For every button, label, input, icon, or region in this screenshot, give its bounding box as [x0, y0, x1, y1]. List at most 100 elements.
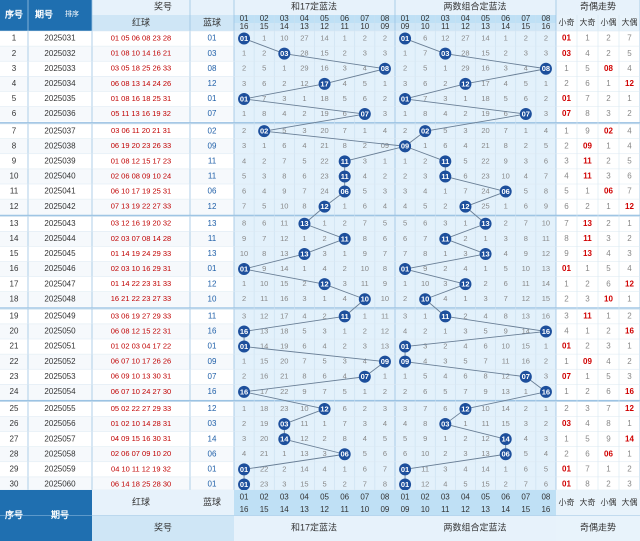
sum17-missing-value: 2: [383, 94, 387, 103]
row-red-balls: 02 06 08 09 10 24: [111, 171, 171, 180]
pair-hit-ball: [439, 47, 452, 60]
parity-missing-value: 6: [606, 387, 611, 396]
sum17-missing-value: 3: [322, 249, 326, 258]
row-stripe: [0, 76, 234, 92]
sum17-trend-line: [264, 113, 365, 132]
footer-sum17-top: 02: [260, 492, 269, 501]
parity-missing-value: 4: [627, 264, 632, 273]
sum17-col-top: 02: [260, 14, 269, 23]
sum17-missing-value: 2: [363, 34, 367, 43]
pair-missing-value: 3: [544, 49, 548, 58]
pair-missing-value: 14: [481, 464, 489, 473]
row-issue: 2025055: [44, 404, 76, 413]
pair-trend-line: [404, 83, 466, 100]
sum17-hit-number: 11: [341, 312, 349, 321]
sum17-missing-value: 6: [383, 234, 387, 243]
sum17-hit-ball: [238, 478, 251, 491]
sum17-missing-value: 13: [280, 249, 288, 258]
pair-missing-value: 6: [504, 109, 508, 118]
sum17-missing-value: 7: [282, 156, 286, 165]
sum17-missing-value: 6: [302, 171, 306, 180]
sum17-missing-value: 8: [383, 479, 387, 488]
sum17-missing-value: 10: [240, 249, 248, 258]
row-blue-ball: 11: [208, 311, 217, 320]
sum17-missing-value: 3: [242, 141, 246, 150]
sum17-col-bottom: 11: [341, 22, 350, 31]
sum17-missing-value: 7: [383, 464, 387, 473]
sum17-missing-value: 7: [322, 387, 326, 396]
footer-pair-bottom: 12: [461, 505, 470, 514]
row-red-balls: 03 06 11 20 21 31: [111, 126, 171, 135]
sum17-trend-line: [264, 130, 406, 147]
sum17-missing-value: 1: [343, 249, 347, 258]
pair-hit-number: 11: [441, 157, 449, 166]
footer-parity-col: 大偶: [622, 497, 638, 507]
row-issue: 2025037: [44, 126, 76, 135]
pair-missing-value: 5: [403, 434, 407, 443]
sum17-missing-value: 8: [282, 171, 286, 180]
sum17-hit-number: 09: [381, 357, 389, 366]
pair-missing-value: 9: [423, 264, 427, 273]
sum17-missing-value: 09: [381, 141, 389, 150]
parity-missing-value: 3: [564, 311, 569, 320]
row-red-balls: 06 07 10 17 26 26: [111, 357, 171, 366]
pair-missing-value: 5: [463, 156, 467, 165]
footer-pair-top: 07: [521, 492, 530, 501]
pair-trend-line: [404, 453, 506, 470]
pair-missing-value: 5: [524, 79, 528, 88]
pair-hit-ball: [399, 92, 412, 105]
sum17-missing-value: 1: [322, 419, 326, 428]
pair-missing-value: 9: [524, 249, 528, 258]
sum17-missing-value: 2: [322, 434, 326, 443]
sum17-hit-ball: [338, 155, 351, 168]
sum17-col-top: 05: [320, 14, 329, 23]
sum17-missing-value: 4: [343, 294, 347, 303]
pair-hit-ball: [399, 355, 412, 368]
pair-missing-value: 7: [423, 404, 427, 413]
pair-missing-value: 3: [544, 434, 548, 443]
sum17-missing-value: 1: [322, 294, 326, 303]
footer-sum17-top: 07: [360, 492, 369, 501]
parity-hit-value: 10: [604, 294, 613, 303]
footer-pair-top: 06: [501, 492, 510, 501]
sum17-trend-line: [243, 268, 325, 285]
header-redblue-bg: [92, 15, 234, 31]
sum17-missing-value: 6: [282, 141, 286, 150]
parity-missing-value: 2: [606, 34, 611, 43]
sum17-col-top: 03: [280, 14, 289, 23]
group-separator: [0, 307, 640, 310]
sum17-missing-value: 23: [280, 404, 288, 413]
sum17-missing-value: 2: [383, 171, 387, 180]
sum17-missing-value: 18: [260, 404, 268, 413]
sum17-missing-value: 1: [282, 64, 286, 73]
row-seq: 13: [10, 219, 19, 228]
sum17-trend-line: [324, 283, 365, 300]
sum17-missing-value: 4: [322, 264, 326, 273]
footer-sum17-top: 03: [280, 492, 289, 501]
row-issue: 2025060: [44, 480, 76, 489]
pair-missing-value: 4: [463, 464, 467, 473]
pair-missing-value: 6: [524, 94, 528, 103]
sum17-missing-value: 1: [383, 372, 387, 381]
pair-missing-value: 12: [441, 34, 449, 43]
sum17-missing-value: 3: [282, 479, 286, 488]
sum17-missing-value: 5: [302, 326, 306, 335]
row-red-balls: 06 08 13 14 24 26: [111, 79, 171, 88]
parity-missing-value: 2: [627, 464, 632, 473]
pair-missing-value: 1: [403, 156, 407, 165]
header-red: 红球: [132, 16, 150, 27]
pair-missing-value: 2: [463, 109, 467, 118]
pair-missing-value: 29: [461, 64, 469, 73]
parity-missing-value: 2: [606, 327, 611, 336]
pair-hit-ball: [419, 293, 432, 306]
pair-missing-value: 14: [502, 404, 510, 413]
footer-parity-col: 小偶: [601, 497, 617, 507]
sum17-missing-value: 3: [302, 126, 306, 135]
row-seq: 28: [10, 449, 19, 458]
sum17-missing-value: 4: [343, 372, 347, 381]
pair-hit-number: 01: [401, 480, 409, 489]
pair-missing-value: 23: [481, 171, 489, 180]
parity-missing-value: 1: [627, 342, 632, 351]
sum17-trend-line: [244, 376, 365, 393]
pair-col-bottom: 09: [401, 22, 410, 31]
